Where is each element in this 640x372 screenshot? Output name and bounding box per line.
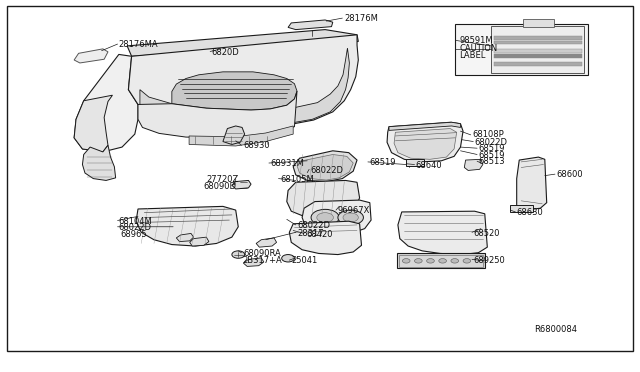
Circle shape (415, 259, 422, 263)
Text: 28176MA: 28176MA (119, 39, 159, 49)
Polygon shape (398, 211, 487, 254)
Text: 27720Z: 27720Z (206, 175, 239, 184)
Polygon shape (74, 95, 113, 152)
Polygon shape (223, 126, 244, 144)
Bar (493, 54, 582, 58)
Polygon shape (243, 258, 264, 266)
Circle shape (439, 259, 447, 263)
Circle shape (451, 259, 459, 263)
Polygon shape (176, 234, 193, 241)
Text: 2B317+A: 2B317+A (242, 256, 282, 265)
Text: 96967X: 96967X (338, 206, 371, 215)
Bar (523, 19, 554, 27)
Polygon shape (287, 180, 360, 218)
Text: 68519: 68519 (478, 144, 505, 153)
Circle shape (343, 213, 358, 222)
Text: 68022D: 68022D (474, 138, 508, 147)
Text: 68965: 68965 (121, 230, 147, 239)
Text: LABEL: LABEL (460, 51, 486, 60)
Text: 68930: 68930 (243, 141, 270, 151)
Circle shape (311, 209, 339, 226)
Circle shape (282, 254, 294, 262)
Text: 68513: 68513 (478, 157, 505, 166)
Bar (399, 254, 483, 267)
Text: R6800084: R6800084 (534, 325, 577, 334)
Polygon shape (293, 151, 357, 182)
Text: 68519: 68519 (478, 151, 505, 160)
Polygon shape (387, 122, 463, 162)
Polygon shape (189, 126, 293, 146)
Polygon shape (389, 122, 461, 131)
Text: 98591M: 98591M (460, 36, 493, 45)
Text: 68090D: 68090D (204, 182, 237, 190)
Circle shape (463, 259, 470, 263)
Text: 68420: 68420 (306, 230, 332, 239)
Polygon shape (297, 154, 353, 180)
Text: 6820D: 6820D (211, 48, 239, 57)
Text: 68519: 68519 (370, 158, 396, 167)
Polygon shape (394, 129, 457, 159)
Polygon shape (129, 35, 358, 127)
Bar (493, 36, 582, 39)
Text: 68931M: 68931M (270, 159, 304, 168)
Bar (456, 24, 588, 75)
Polygon shape (289, 221, 362, 254)
Polygon shape (136, 206, 238, 246)
Text: 68108P: 68108P (472, 130, 504, 140)
Polygon shape (138, 91, 297, 138)
Bar (397, 253, 484, 268)
Text: 68090RA: 68090RA (243, 249, 281, 258)
Bar (510, 205, 532, 212)
Polygon shape (140, 48, 349, 126)
Text: 25041: 25041 (291, 256, 317, 265)
Text: 68600: 68600 (556, 170, 583, 179)
Polygon shape (83, 145, 116, 180)
Bar (493, 49, 582, 52)
Text: 68104M: 68104M (119, 217, 152, 226)
Polygon shape (74, 54, 138, 152)
Circle shape (403, 259, 410, 263)
Polygon shape (74, 49, 108, 63)
Polygon shape (516, 157, 547, 210)
Polygon shape (302, 200, 371, 235)
Text: CAUTION: CAUTION (460, 44, 497, 52)
Text: 689250: 689250 (473, 256, 505, 264)
Text: 68640: 68640 (416, 161, 442, 170)
Polygon shape (189, 237, 209, 246)
Bar (406, 159, 424, 166)
Text: 68022D: 68022D (310, 166, 344, 174)
Text: 68022D: 68022D (298, 221, 331, 230)
Polygon shape (256, 238, 276, 247)
Circle shape (317, 213, 333, 222)
Text: 68630: 68630 (516, 208, 543, 217)
Bar (493, 62, 582, 65)
Bar (493, 41, 582, 44)
Circle shape (427, 259, 435, 263)
Text: 28176M: 28176M (344, 14, 378, 23)
Circle shape (232, 251, 244, 258)
Polygon shape (172, 72, 297, 110)
Circle shape (338, 210, 364, 225)
Polygon shape (288, 20, 333, 30)
Polygon shape (465, 159, 483, 170)
Text: 68022D: 68022D (119, 223, 152, 232)
Text: 28317: 28317 (298, 228, 324, 238)
Bar (491, 26, 584, 73)
Text: 68520: 68520 (473, 228, 500, 238)
Polygon shape (232, 180, 251, 189)
Polygon shape (127, 30, 358, 56)
Text: 68105M: 68105M (280, 175, 314, 184)
